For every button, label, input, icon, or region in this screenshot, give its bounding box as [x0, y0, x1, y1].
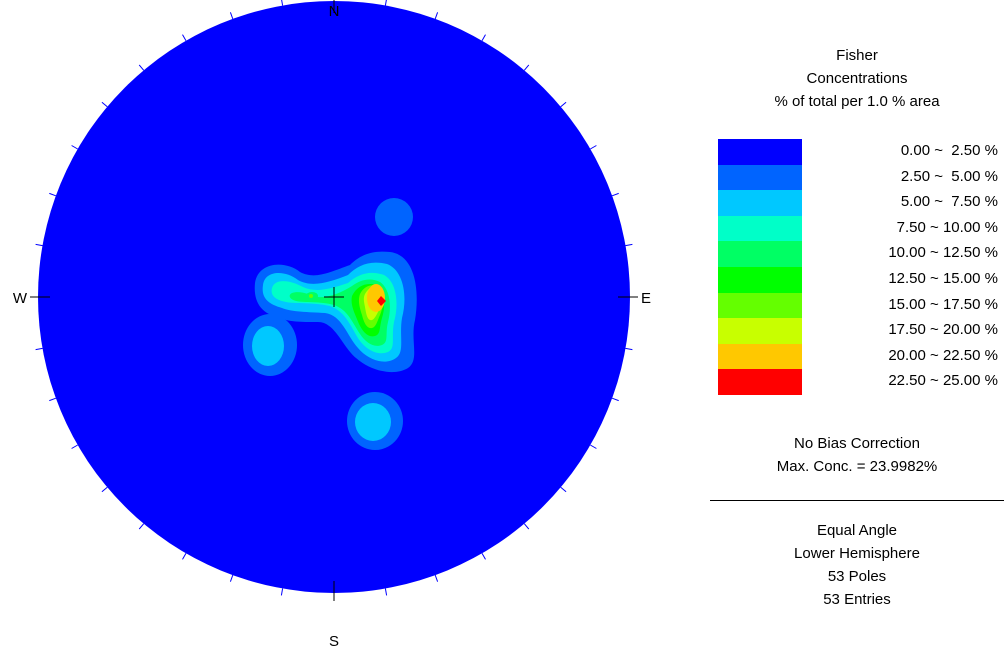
legend-row: 20.00 ~ 22.50 %	[718, 343, 1004, 370]
azimuth-tick	[182, 553, 187, 560]
legend-swatch	[718, 190, 802, 216]
legend-row: 10.00 ~ 12.50 %	[718, 241, 1004, 267]
legend-label: 5.00 ~ 7.50 %	[900, 193, 998, 211]
contour-cluster-southwest	[243, 314, 297, 376]
legend-title-line-3: % of total per 1.0 % area	[774, 93, 940, 110]
azimuth-tick	[523, 64, 530, 71]
legend-row: 17.50 ~ 20.00 %	[718, 318, 1004, 344]
divider	[710, 500, 1004, 501]
legend-title-line-1: Fisher	[836, 47, 878, 64]
azimuth-tick	[611, 192, 619, 197]
azimuth-tick	[49, 192, 57, 197]
azimuth-tick	[138, 523, 145, 530]
azimuth-tick	[481, 34, 486, 41]
azimuth-ticks	[35, 0, 633, 596]
azimuth-tick	[101, 101, 108, 108]
stereonet-plot: N S E W	[13, 0, 651, 650]
legend-row: 15.00 ~ 17.50 %	[718, 292, 1004, 319]
azimuth-tick	[182, 34, 187, 41]
legend-swatch	[718, 215, 802, 242]
azimuth-tick	[49, 397, 57, 402]
hemisphere: Lower Hemisphere	[794, 545, 920, 562]
west-label: W	[13, 290, 28, 307]
contour-cluster-south	[347, 392, 403, 450]
azimuth-tick	[138, 64, 145, 71]
legend-swatch	[718, 241, 802, 267]
legend-row: 7.50 ~ 10.00 %	[718, 215, 1004, 242]
legend-title: Fisher Concentrations % of total per 1.0…	[710, 44, 1004, 113]
legend-swatch	[718, 369, 802, 395]
legend-title-line-2: Concentrations	[806, 70, 908, 87]
bias-correction-text: No Bias Correction	[794, 435, 920, 452]
azimuth-tick	[280, 588, 284, 596]
azimuth-tick	[560, 486, 567, 493]
azimuth-tick	[384, 588, 388, 596]
azimuth-tick	[229, 574, 234, 582]
center-cross	[324, 287, 344, 307]
azimuth-tick	[611, 397, 619, 402]
legend-label: 2.50 ~ 5.00 %	[900, 167, 998, 185]
legend-swatch	[718, 343, 802, 370]
azimuth-tick	[101, 486, 108, 493]
azimuth-tick	[481, 553, 486, 560]
legend-swatch	[718, 318, 802, 344]
azimuth-tick	[35, 347, 43, 351]
projection-info: Equal Angle Lower Hemisphere 53 Poles 53…	[710, 519, 1004, 611]
legend-label: 15.00 ~ 17.50 %	[888, 295, 998, 313]
legend-row: 12.50 ~ 15.00 %	[718, 266, 1004, 293]
legend-swatch	[718, 139, 802, 165]
legend-swatch	[718, 164, 802, 191]
azimuth-tick	[71, 145, 78, 150]
entry-count: 53 Entries	[823, 591, 891, 608]
legend-label: 20.00 ~ 22.50 %	[888, 346, 998, 364]
south-label: S	[329, 633, 339, 650]
azimuth-tick	[434, 574, 439, 582]
legend-label: 7.50 ~ 10.00 %	[896, 218, 998, 236]
azimuth-tick	[590, 145, 597, 150]
statistics-block: No Bias Correction Max. Conc. = 23.9982%	[710, 432, 1004, 478]
pole-count: 53 Poles	[827, 568, 887, 585]
legend-swatch	[718, 292, 802, 319]
azimuth-tick	[281, 0, 284, 6]
azimuth-tick	[434, 12, 439, 20]
legend-label: 0.00 ~ 2.50 %	[900, 142, 998, 159]
east-label: E	[641, 290, 651, 307]
projection-type: Equal Angle	[816, 522, 898, 539]
legend-label: 22.50 ~ 25.00 %	[888, 372, 998, 390]
max-concentration-text: Max. Conc. = 23.9982%	[776, 458, 938, 475]
legend-row: 5.00 ~ 7.50 %	[718, 190, 1004, 216]
azimuth-tick	[625, 347, 633, 351]
azimuth-tick	[523, 523, 530, 530]
legend-swatch	[718, 266, 802, 293]
legend-label: 10.00 ~ 12.50 %	[888, 244, 998, 262]
azimuth-tick	[560, 101, 567, 108]
cardinal-ticks	[30, 0, 638, 601]
azimuth-tick	[590, 444, 597, 449]
azimuth-tick	[384, 0, 387, 6]
azimuth-tick	[229, 12, 234, 20]
legend-row: 2.50 ~ 5.00 %	[718, 164, 1004, 191]
azimuth-tick	[625, 243, 633, 247]
contour-cluster-north	[375, 198, 413, 236]
azimuth-tick	[35, 243, 43, 247]
north-label: N	[329, 3, 340, 20]
legend: 0.00 ~ 2.50 % 2.50 ~ 5.00 % 5.00 ~ 7.50 …	[718, 139, 1004, 395]
legend-row: 22.50 ~ 25.00 %	[718, 369, 1004, 395]
azimuth-tick	[71, 444, 78, 449]
legend-label: 17.50 ~ 20.00 %	[888, 321, 998, 339]
contour-cluster-center	[254, 251, 417, 373]
legend-row: 0.00 ~ 2.50 %	[718, 139, 1004, 165]
legend-label: 12.50 ~ 15.00 %	[888, 269, 998, 287]
